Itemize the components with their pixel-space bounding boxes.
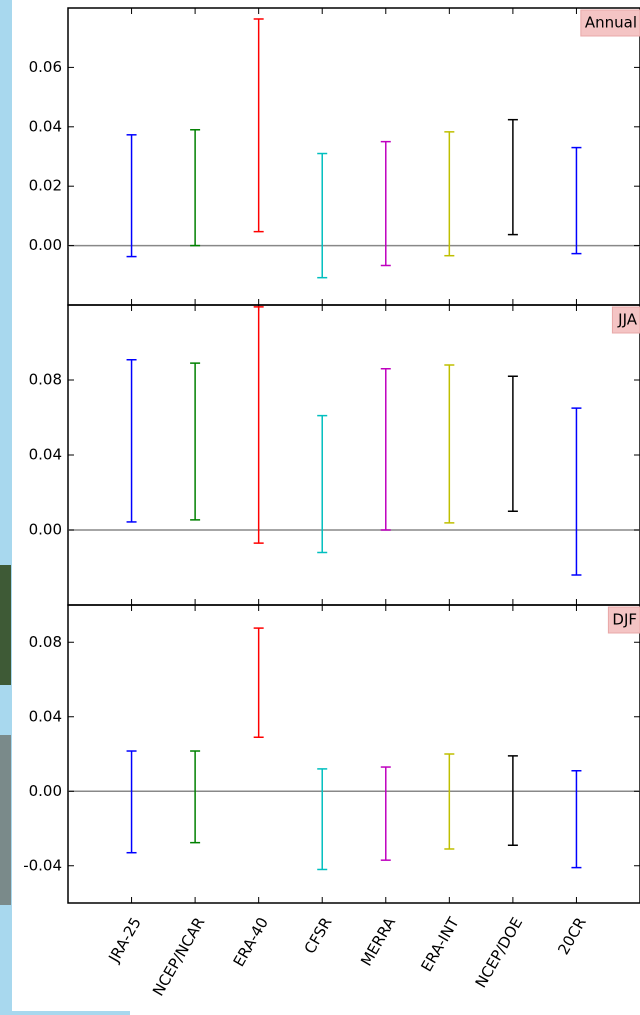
- plot-frame: [67, 604, 640, 904]
- y-tick-label: 0.00: [29, 782, 62, 800]
- panel-label-box: [580, 9, 640, 37]
- y-tick-label: 0.04: [29, 446, 62, 464]
- plot-frame: [67, 304, 640, 606]
- y-tick-label: 0.04: [29, 707, 62, 725]
- panel-label: JJA: [617, 311, 638, 329]
- panel-label: Annual: [585, 14, 637, 32]
- x-tick-label: ERA-40: [230, 914, 272, 970]
- y-tick-label: 0.08: [29, 633, 62, 651]
- y-tick-label: 0.06: [29, 58, 62, 76]
- x-tick-label: NCEP/DOE: [472, 914, 527, 991]
- x-tick-label: ERA-INT: [417, 914, 463, 975]
- background-strip: [0, 1011, 130, 1015]
- panel-label: DJF: [612, 611, 637, 629]
- y-tick-label: 0.04: [29, 117, 62, 135]
- x-tick-label: MERRA: [357, 914, 399, 969]
- x-tick-label: 20CR: [554, 914, 590, 958]
- y-tick-label: 0.08: [29, 371, 62, 389]
- plot-frame: [67, 7, 640, 306]
- panel-label-box: [611, 306, 640, 334]
- y-tick-label: 0.00: [29, 236, 62, 254]
- x-tick-label: JRA-25: [104, 914, 144, 966]
- x-tick-label: CFSR: [301, 914, 336, 957]
- y-tick-label: 0.02: [29, 177, 62, 195]
- panel-label-box: [607, 606, 640, 634]
- background-photo: [0, 565, 11, 685]
- y-tick-label: -0.04: [23, 856, 62, 874]
- x-tick-label: NCEP/NCAR: [149, 914, 208, 999]
- y-tick-label: 0.00: [29, 521, 62, 539]
- background-photo: [0, 735, 11, 905]
